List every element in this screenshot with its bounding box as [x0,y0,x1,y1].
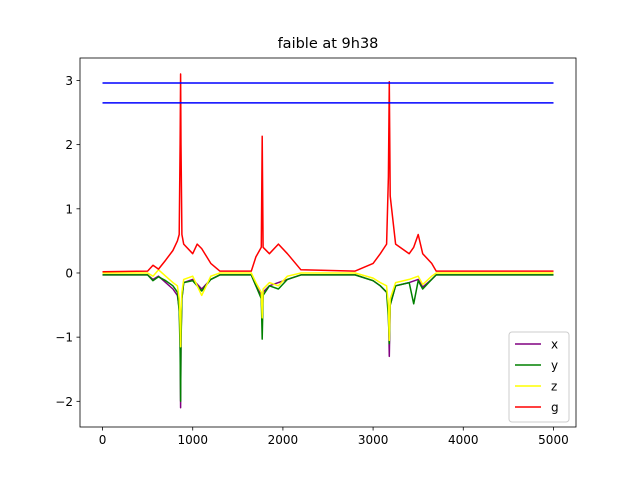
plot-lines [102,73,554,409]
y-tick-label: 3 [65,74,73,88]
y-tick-label: −2 [55,395,73,409]
x-tick-label: 3000 [358,433,389,447]
chart-title: faible at 9h38 [278,36,379,52]
y-tick-label: 1 [65,202,73,216]
legend-label-x: x [551,338,558,352]
x-tick-label: 4000 [448,433,479,447]
plot-frame [79,57,577,428]
y-axis: −2 −1 0 1 2 3 [55,74,80,409]
x-tick-label: 0 [99,433,107,447]
series-line-z [102,269,554,348]
legend-label-y: y [551,359,558,373]
y-tick-label: −1 [55,331,73,345]
series-line-y [102,274,554,403]
x-axis: 0 1000 2000 3000 4000 5000 [99,427,569,447]
series-line-x [102,274,554,409]
y-tick-label: 2 [65,138,73,152]
x-tick-label: 2000 [268,433,299,447]
legend-box [508,331,570,423]
x-tick-label: 1000 [177,433,208,447]
y-tick-label: 0 [65,266,73,280]
legend-label-z: z [551,380,557,394]
legend-label-g: g [551,401,559,415]
series-line-g [102,73,554,273]
x-tick-label: 5000 [538,433,569,447]
